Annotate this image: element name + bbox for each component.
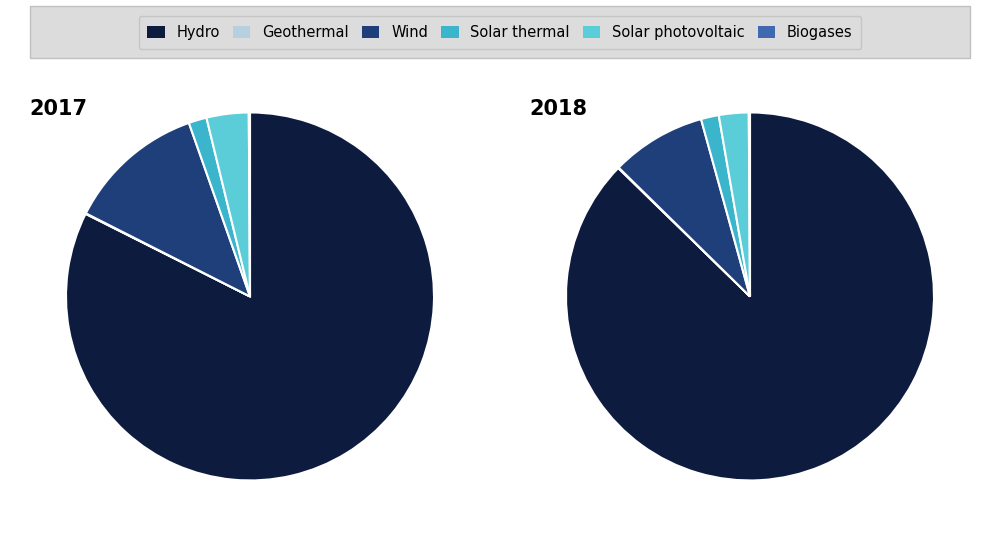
Wedge shape bbox=[86, 123, 250, 296]
Wedge shape bbox=[189, 118, 250, 296]
Legend: Hydro, Geothermal, Wind, Solar thermal, Solar photovoltaic, Biogases: Hydro, Geothermal, Wind, Solar thermal, … bbox=[139, 16, 861, 49]
Wedge shape bbox=[249, 113, 250, 296]
Wedge shape bbox=[86, 213, 250, 296]
Text: 2017: 2017 bbox=[29, 99, 87, 119]
Wedge shape bbox=[749, 113, 750, 296]
Wedge shape bbox=[66, 113, 434, 480]
Wedge shape bbox=[566, 113, 934, 480]
Wedge shape bbox=[618, 168, 750, 296]
Wedge shape bbox=[206, 113, 250, 296]
Wedge shape bbox=[719, 113, 750, 296]
FancyBboxPatch shape bbox=[30, 6, 970, 58]
Wedge shape bbox=[701, 115, 750, 296]
Text: 2018: 2018 bbox=[529, 99, 587, 119]
Wedge shape bbox=[619, 119, 750, 296]
